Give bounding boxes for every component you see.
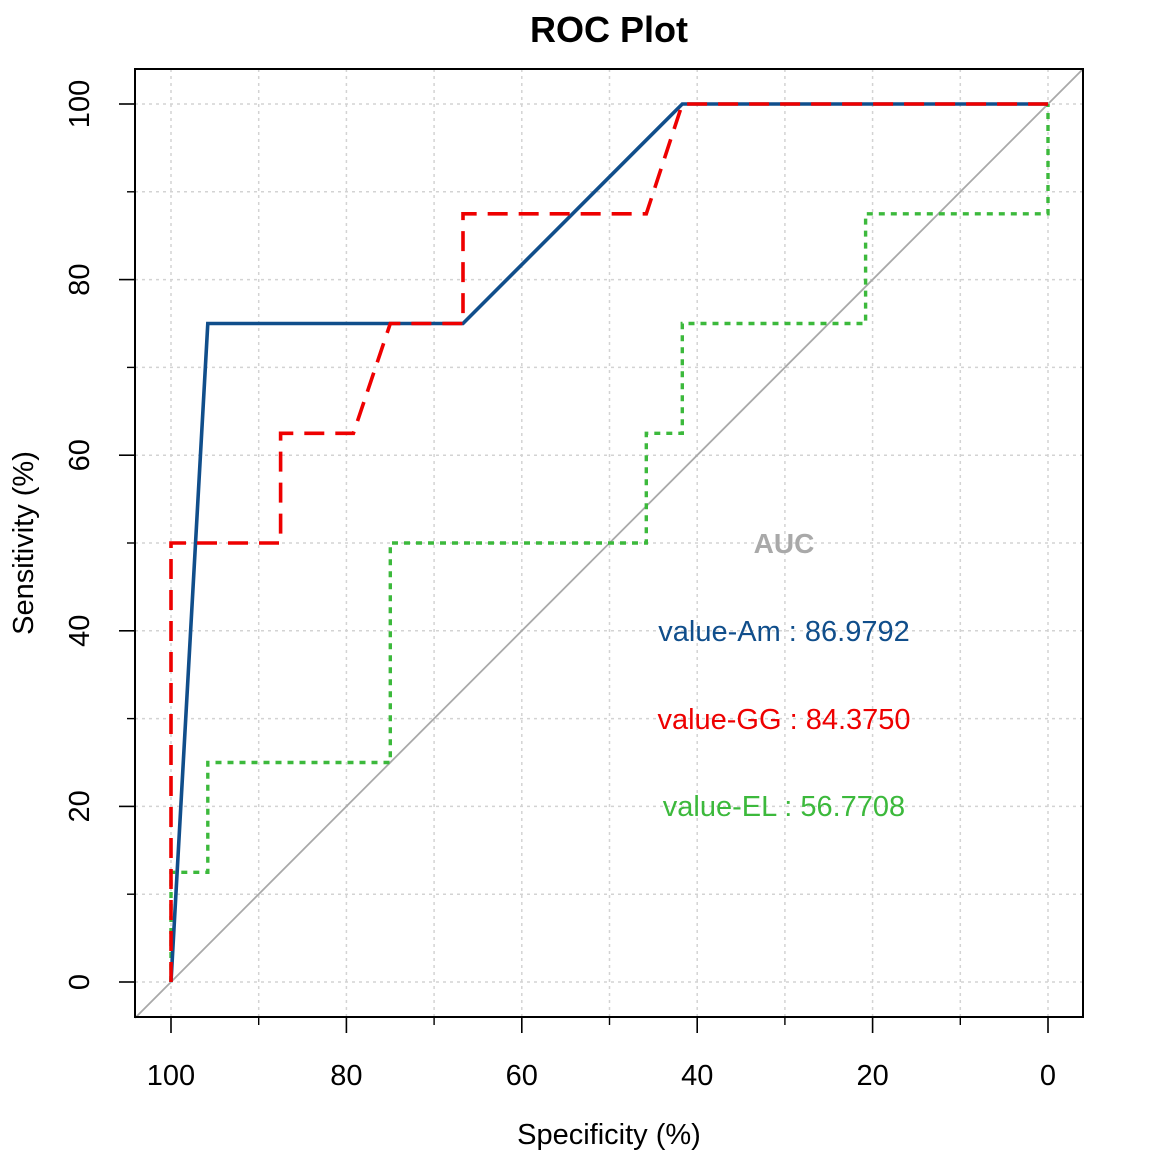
series-line-value-el — [169, 104, 1050, 982]
x-axis-label: Specificity (%) — [517, 1119, 701, 1151]
y-tick-label: 60 — [64, 439, 96, 471]
y-tick-label: 100 — [64, 80, 96, 128]
x-tick-label: 60 — [506, 1060, 538, 1092]
x-tick-label: 20 — [856, 1060, 888, 1092]
series-line-value-am — [169, 102, 1048, 983]
y-tick-label: 80 — [64, 263, 96, 295]
series-lines — [169, 102, 1050, 983]
legend-title: AUC — [754, 528, 815, 559]
y-tick-label: 20 — [64, 790, 96, 822]
series-line-value-gg — [169, 102, 1048, 982]
legend-entry: value-EL : 56.7708 — [663, 791, 905, 823]
auc-legend: AUC value-Am : 86.9792 value-GG : 84.3750 v… — [657, 528, 910, 823]
legend-entry: value-Am : 86.9792 — [658, 616, 909, 648]
y-tick-label: 0 — [64, 974, 96, 990]
y-tick-label: 40 — [64, 615, 96, 647]
x-tick-label: 80 — [330, 1060, 362, 1092]
x-tick-label: 0 — [1040, 1060, 1056, 1092]
legend-entry: value-GG : 84.3750 — [657, 704, 910, 736]
x-tick-label: 40 — [681, 1060, 713, 1092]
y-axis-label: Sensitivity (%) — [8, 451, 40, 635]
x-tick-label: 100 — [147, 1060, 195, 1092]
axes: 100 80 60 40 20 0 0 20 40 60 80 100 — [64, 68, 1084, 1092]
chart-title: ROC Plot — [530, 9, 688, 50]
